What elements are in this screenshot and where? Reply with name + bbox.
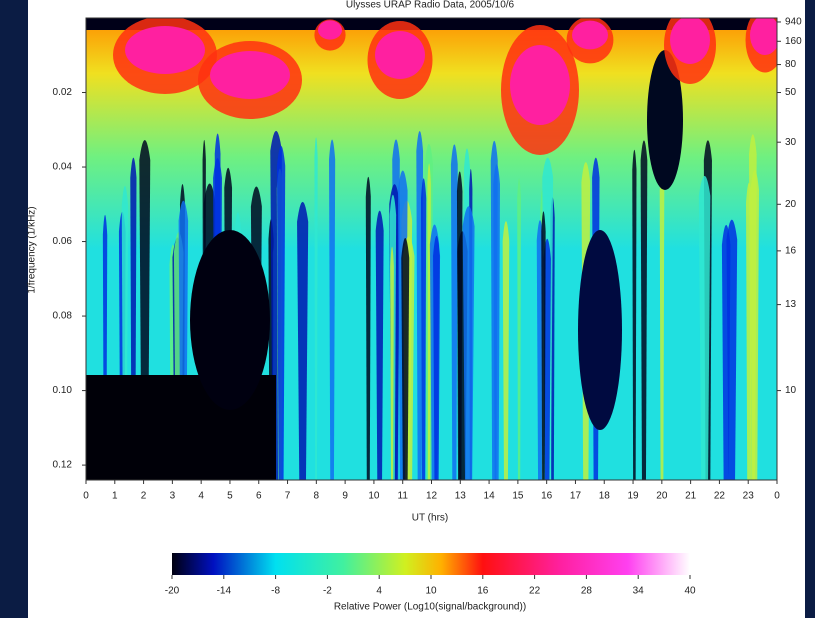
texture-stripe	[698, 175, 711, 480]
colorbar-tick-label: -2	[323, 586, 332, 597]
texture-stripe	[375, 210, 384, 480]
y2-tick-label: 80	[785, 59, 797, 70]
y2-tick-label: 50	[785, 87, 797, 98]
y-tick-label: 0.04	[53, 162, 73, 173]
y2-tick-label: 16	[785, 246, 797, 257]
y-tick-label: 0.10	[53, 385, 73, 396]
texture-block	[190, 230, 270, 410]
x-tick-label: 1	[112, 491, 118, 502]
x-tick-label: 9	[342, 491, 348, 502]
x-tick-label: 17	[570, 491, 582, 502]
texture-blob	[670, 18, 710, 64]
x-tick-label: 4	[198, 491, 204, 502]
x-tick-label: 10	[368, 491, 380, 502]
y-axis-label: 1/frequency (1/kHz)	[27, 206, 38, 293]
texture-stripe	[750, 170, 759, 480]
colorbar-label: Relative Power (Log10(signal/background)…	[334, 602, 526, 613]
texture-stripe	[462, 206, 475, 480]
x-tick-label: 21	[685, 491, 697, 502]
texture-stripe	[276, 145, 286, 480]
texture-blob	[210, 51, 290, 99]
texture-stripe	[297, 201, 309, 480]
texture-stripe	[314, 137, 318, 480]
x-tick-label: 18	[599, 491, 611, 502]
texture-stripe	[420, 178, 427, 480]
y2-tick-label: 30	[785, 137, 797, 148]
texture-stripe	[390, 246, 394, 480]
x-tick-label: 12	[426, 491, 438, 502]
texture-stripe	[365, 176, 371, 480]
y2-tick-label: 20	[785, 199, 797, 210]
x-tick-label: 0	[774, 491, 780, 502]
colorbar-tick-label: 34	[633, 586, 645, 597]
colorbar-tick-label: 22	[529, 586, 541, 597]
texture-stripe	[401, 238, 410, 480]
texture-blob	[572, 20, 608, 50]
x-tick-label: 13	[455, 491, 467, 502]
texture-stripe	[659, 171, 665, 480]
colorbar-tick-label: -20	[165, 586, 180, 597]
texture-blob	[510, 45, 570, 125]
y-tick-label: 0.02	[53, 87, 73, 98]
texture-blob	[125, 26, 205, 74]
y-tick-label: 0.12	[53, 460, 73, 471]
x-tick-label: 23	[743, 491, 755, 502]
colorbar-tick-label: 16	[477, 586, 489, 597]
x-tick-label: 0	[83, 491, 89, 502]
x-tick-label: 16	[541, 491, 553, 502]
texture-block	[578, 230, 622, 430]
spectrogram-image	[86, 18, 777, 480]
x-tick-label: 6	[256, 491, 262, 502]
texture-blob	[375, 31, 425, 79]
colorbar-tick-label: 4	[376, 586, 382, 597]
texture-blob	[750, 18, 777, 55]
texture-blob	[318, 20, 342, 40]
x-tick-label: 22	[714, 491, 726, 502]
y2-tick-label: 10	[785, 385, 797, 396]
texture-stripe	[427, 163, 431, 480]
texture-stripe	[433, 235, 441, 480]
texture-stripe	[456, 171, 463, 480]
texture-stripe	[490, 140, 498, 480]
colorbar-tick-label: -8	[271, 586, 280, 597]
x-axis-label: UT (hrs)	[412, 513, 448, 524]
texture-stripe	[640, 140, 648, 480]
y2-tick-label: 940	[785, 17, 802, 28]
x-tick-label: 20	[656, 491, 668, 502]
x-tick-label: 14	[484, 491, 496, 502]
x-tick-label: 15	[512, 491, 524, 502]
x-tick-label: 5	[227, 491, 233, 502]
texture-stripe	[721, 224, 731, 480]
y-tick-label: 0.08	[53, 311, 73, 322]
colorbar-tick-label: 10	[425, 586, 437, 597]
texture-block	[647, 50, 683, 190]
y-tick-label: 0.06	[53, 236, 73, 247]
chart-title: Ulysses URAP Radio Data, 2005/10/6	[346, 0, 515, 11]
x-tick-label: 8	[314, 491, 320, 502]
texture-stripe	[450, 144, 458, 480]
colorbar-tick-label: 40	[684, 586, 696, 597]
texture-stripe	[541, 211, 546, 480]
y2-tick-label: 13	[785, 299, 797, 310]
texture-stripe	[329, 139, 336, 480]
x-tick-label: 11	[398, 491, 409, 502]
x-tick-label: 2	[141, 491, 147, 502]
texture-stripe	[502, 221, 510, 480]
colorbar-tick-label: -14	[217, 586, 232, 597]
texture-stripe	[632, 149, 637, 480]
x-tick-label: 7	[285, 491, 291, 502]
colorbar	[172, 553, 690, 575]
colorbar-tick-label: 28	[581, 586, 593, 597]
x-tick-label: 3	[170, 491, 176, 502]
texture-stripe	[517, 178, 521, 480]
x-tick-label: 19	[627, 491, 639, 502]
y2-tick-label: 160	[785, 36, 802, 47]
